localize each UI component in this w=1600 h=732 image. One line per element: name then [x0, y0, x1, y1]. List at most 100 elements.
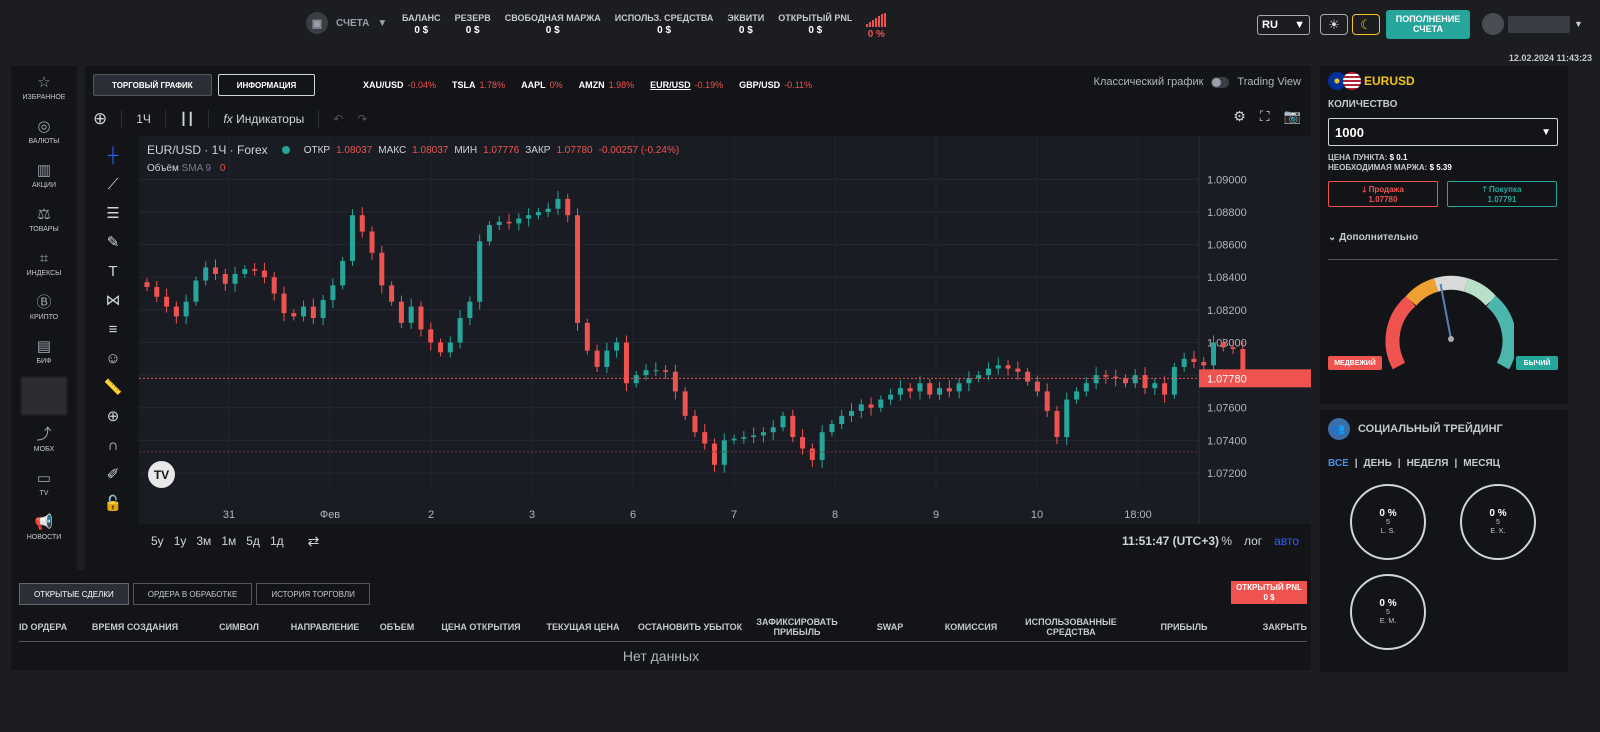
accounts-dropdown[interactable]: ▣ СЧЕТА ▼ [306, 12, 387, 34]
period-all[interactable]: ВСЕ [1328, 458, 1349, 469]
column-header[interactable]: ВРЕМЯ СОЗДАНИЯ [91, 621, 179, 632]
x-tick-label: 8 [832, 509, 838, 521]
trend-line-icon[interactable]: ⟋ [107, 176, 119, 193]
tradingview-logo[interactable]: TV [148, 461, 175, 488]
sidebar-item-blurred[interactable] [21, 377, 67, 415]
sell-button[interactable]: 🡓 Продажа 1.07780 [1328, 181, 1438, 207]
tab-trading-chart[interactable]: ТОРГОВЫЙ ГРАФИК [93, 74, 212, 96]
social-header: 👥 СОЦИАЛЬНЫЙ ТРЕЙДИНГ [1328, 418, 1503, 440]
fib-lines-icon[interactable]: ☰ [106, 205, 120, 222]
range-5y[interactable]: 5y [151, 534, 164, 548]
column-header[interactable]: ТЕКУЩАЯ ЦЕНА [546, 621, 620, 632]
sidebar-item-etf[interactable]: ▤ БИФ [11, 330, 77, 374]
column-header[interactable]: ЗАФИКСИРОВАТЬ ПРИБЫЛЬ [756, 616, 838, 637]
x-tick-label: 31 [223, 509, 235, 521]
period-week[interactable]: НЕДЕЛЯ [1406, 458, 1449, 469]
column-header[interactable]: ЗАКРЫТЬ [1262, 621, 1307, 632]
tab-pending-orders[interactable]: ОРДЕРА В ОБРАБОТКЕ [132, 583, 253, 605]
log-scale-button[interactable]: лог [1243, 534, 1263, 548]
undo-icon[interactable]: ↶ [333, 112, 344, 126]
chart-canvas[interactable]: 1.09000 1.08800 1.08600 1.08400 1.08200 1.080… [139, 136, 1311, 524]
user-menu[interactable]: ▼ [1482, 13, 1583, 35]
sidebar-item-currencies[interactable]: ◎ ВАЛЮТЫ [11, 110, 77, 154]
range-5d[interactable]: 5д [246, 534, 260, 548]
sidebar-item-indices[interactable]: ⌗ ИНДЕКСЫ [11, 242, 77, 286]
camera-icon[interactable]: 📷 [1283, 108, 1301, 124]
interval-button[interactable]: 1Ч [136, 112, 151, 126]
chart-view-toggle[interactable]: Классический график Trading View [1094, 76, 1301, 88]
text-icon[interactable]: T [108, 263, 118, 280]
magnet-icon[interactable]: ∩ [107, 437, 119, 454]
brush-icon[interactable]: ✎ [106, 234, 120, 251]
auto-scale-button[interactable]: авто [1274, 534, 1299, 548]
settings-gear-icon[interactable]: ⚙ [1233, 108, 1246, 124]
language-select[interactable]: RU ▼ [1257, 15, 1310, 35]
range-1m[interactable]: 1м [221, 534, 237, 548]
sidebar-item-mobx[interactable]: ⤴ МОБХ [11, 418, 77, 462]
trader-card[interactable]: 0 % 5 L. S. [1350, 484, 1426, 560]
range-3m[interactable]: 3м [196, 534, 212, 548]
quantity-select[interactable]: 1000 ▼ [1328, 118, 1558, 146]
column-header[interactable]: КОМИССИЯ [944, 621, 998, 632]
emoji-icon[interactable]: ☺ [105, 350, 121, 367]
stat-value: 0 $ [545, 25, 560, 36]
column-header[interactable]: ЦЕНА ОТКРЫТИЯ [441, 621, 521, 632]
candle-body [946, 388, 952, 392]
sidebar-item-tv[interactable]: ▭ TV [11, 462, 77, 506]
indicators-button[interactable]: fx Индикаторы [223, 112, 304, 126]
redo-icon[interactable]: ↷ [357, 112, 368, 126]
percent-scale-button[interactable]: % [1221, 534, 1232, 548]
pattern-icon[interactable]: ⋈ [105, 292, 121, 309]
range-1y[interactable]: 1y [173, 534, 187, 548]
light-theme-button[interactable]: ☀ [1320, 14, 1348, 35]
column-header[interactable]: ОБЪЕМ [379, 621, 415, 632]
trader-card[interactable]: 0 % 5 E. K. [1460, 484, 1536, 560]
zoom-in-icon[interactable]: ⊕ [106, 408, 120, 425]
sidebar-item-commodities[interactable]: ⚖ ТОВАРЫ [11, 198, 77, 242]
range-1d[interactable]: 1д [269, 534, 284, 548]
ticker-item[interactable]: GBP/USD -0.11% [739, 80, 812, 90]
fullscreen-icon[interactable]: ⛶ [1259, 108, 1270, 124]
tab-information[interactable]: ИНФОРМАЦИЯ [217, 74, 316, 96]
sidebar-item-stocks[interactable]: ▥ АКЦИИ [11, 154, 77, 198]
ticker-item[interactable]: TSLA 1.78% [452, 80, 505, 90]
column-header[interactable]: ОСТАНОВИТЬ УБЫТОК [637, 621, 743, 632]
sidebar-item-crypto[interactable]: Ⓑ КРИПТО [11, 286, 77, 330]
ticker-item[interactable]: EUR/USD -0.19% [650, 80, 723, 90]
ticker-item[interactable]: AMZN 1.98% [579, 80, 635, 90]
deposit-button[interactable]: ПОПОЛНЕНИЕ СЧЕТА [1386, 10, 1470, 39]
candle-body [976, 375, 982, 379]
candles-icon[interactable]: ┃┃ [179, 112, 195, 126]
ruler-icon[interactable]: 📏 [103, 379, 123, 396]
column-header[interactable]: СИМВОЛ [219, 621, 259, 632]
lock-icon[interactable]: 🔓 [103, 495, 123, 512]
pencil-lock-icon[interactable]: ✐ [106, 466, 120, 483]
column-header[interactable]: ПРИБЫЛЬ [1160, 621, 1208, 632]
commodities-icon: ⚖ [37, 206, 51, 223]
tab-open-trades[interactable]: ОТКРЫТЫЕ СДЕЛКИ [19, 583, 129, 605]
tab-trade-history[interactable]: ИСТОРИЯ ТОРГОВЛИ [256, 583, 370, 605]
sidebar-item-favorites[interactable]: ☆ ИЗБРАННОЕ [11, 66, 77, 110]
prediction-icon[interactable]: ≡ [108, 321, 118, 338]
ticker-item[interactable]: XAU/USD -0.04% [363, 80, 436, 90]
candlestick-chart[interactable]: 1.09000 1.08800 1.08600 1.08400 1.08200 1.080… [139, 136, 1311, 524]
goto-date-icon[interactable]: ⇄ [307, 532, 320, 549]
candle-body [1211, 342, 1217, 366]
chart-time[interactable]: 11:51:47 (UTC+3) [1121, 534, 1219, 548]
column-header[interactable]: ИСПОЛЬЗОВАННЫЕ СРЕДСТВА [1025, 616, 1117, 637]
y-tick-label: 1.07600 [1207, 403, 1247, 415]
advanced-toggle[interactable]: ⌄ Дополнительно [1328, 232, 1418, 243]
dark-theme-button[interactable]: ☾ [1352, 14, 1380, 35]
period-day[interactable]: ДЕНЬ [1363, 458, 1392, 469]
add-symbol-icon[interactable]: ⊕ [93, 109, 108, 128]
period-month[interactable]: МЕСЯЦ [1463, 458, 1500, 469]
view-toggle-switch[interactable] [1211, 76, 1230, 88]
column-header[interactable]: SWAP [876, 621, 904, 632]
column-header[interactable]: НАПРАВЛЕНИЕ [290, 621, 360, 632]
crosshair-icon[interactable]: ┼ [107, 147, 119, 164]
trader-card[interactable]: 0 % 5 E. M. [1350, 574, 1426, 650]
sidebar-item-news[interactable]: 📢 НОВОСТИ [11, 506, 77, 550]
buy-button[interactable]: 🡑 Покупка 1.07791 [1447, 181, 1557, 207]
ticker-item[interactable]: AAPL 0% [521, 80, 563, 90]
column-header[interactable]: ID ОРДЕРА [19, 621, 68, 632]
